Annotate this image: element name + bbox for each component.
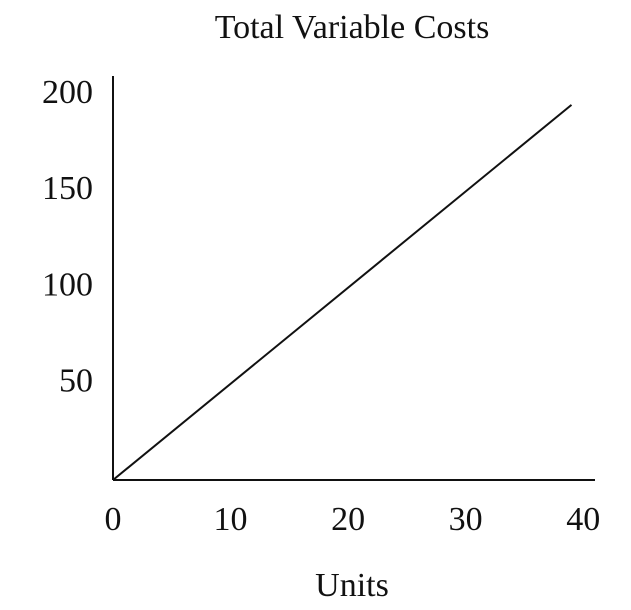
x-tick-label: 40	[566, 501, 600, 538]
line	[112, 104, 573, 481]
y-tick-label: 50	[59, 363, 93, 400]
x-tick-label: 30	[449, 501, 483, 538]
x-tick-label: 10	[214, 501, 248, 538]
chart-title: Total Variable Costs	[215, 9, 490, 46]
y-tick-label: 150	[42, 170, 93, 207]
y-tick-label: 100	[42, 266, 93, 303]
x-axis-label: Units	[315, 567, 389, 604]
x-tick-label: 20	[331, 501, 365, 538]
y-tick-label: 200	[42, 74, 93, 111]
x-tick-label: 0	[105, 501, 122, 538]
